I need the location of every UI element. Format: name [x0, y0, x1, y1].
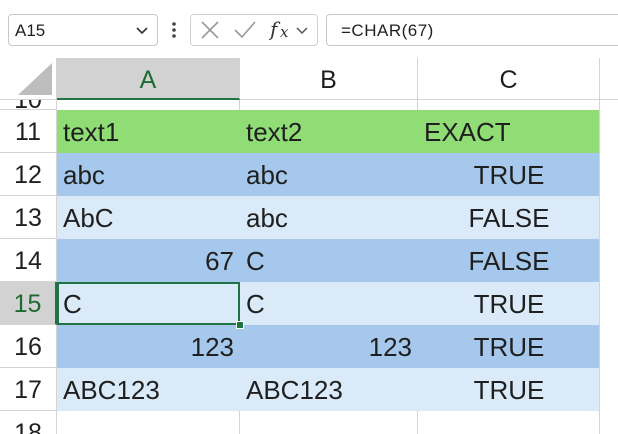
cell-a11[interactable]: text1: [63, 117, 120, 147]
name-box[interactable]: A15: [8, 14, 158, 46]
more-options-icon[interactable]: [168, 16, 180, 44]
row-header-18[interactable]: 18: [0, 411, 57, 434]
close-icon[interactable]: [199, 19, 221, 46]
cell-c16[interactable]: TRUE: [473, 332, 545, 362]
row-header-15[interactable]: 15: [0, 282, 57, 325]
cell-c13[interactable]: FALSE: [468, 203, 550, 233]
cell-a12[interactable]: abc: [63, 160, 105, 190]
gridline: [239, 411, 240, 434]
row-16-fill: [57, 325, 600, 368]
row-number: 10: [14, 100, 42, 109]
row-header-16[interactable]: 16: [0, 325, 57, 368]
formula-text: =CHAR(67): [341, 21, 434, 40]
cell-a15[interactable]: C: [63, 289, 82, 319]
row-11-fill: [57, 110, 600, 153]
cell-a17[interactable]: ABC123: [63, 375, 160, 405]
column-header-d[interactable]: [600, 58, 618, 100]
svg-text:x: x: [280, 23, 289, 41]
row-header-11[interactable]: 11: [0, 110, 57, 153]
check-icon[interactable]: [233, 19, 257, 46]
chevron-down-icon[interactable]: [295, 21, 309, 46]
cell-c14[interactable]: FALSE: [468, 246, 550, 276]
column-header-c[interactable]: C: [418, 58, 600, 100]
cell-b14[interactable]: C: [246, 246, 265, 276]
column-header-a[interactable]: A: [57, 58, 240, 100]
gridline: [239, 100, 240, 110]
fill-handle[interactable]: [236, 321, 244, 329]
active-cell-border: [57, 282, 240, 325]
cell-b11[interactable]: text2: [246, 117, 303, 147]
gridline: [599, 100, 600, 434]
row-15-fill: [57, 282, 600, 325]
formula-controls: f x: [190, 14, 318, 46]
cell-c15[interactable]: TRUE: [473, 289, 545, 319]
name-box-value: A15: [15, 21, 46, 40]
gridline: [417, 100, 418, 110]
formula-bar: A15 f x =CHAR(67): [0, 0, 618, 58]
formula-input[interactable]: =CHAR(67): [326, 14, 618, 46]
row-17-fill: [57, 368, 600, 411]
cell-a14[interactable]: 67: [205, 246, 234, 276]
cell-b13[interactable]: abc: [246, 203, 288, 233]
cell-b15[interactable]: C: [246, 289, 265, 319]
column-header-b[interactable]: B: [240, 58, 418, 100]
row-header-14[interactable]: 14: [0, 239, 57, 282]
cell-b16[interactable]: 123: [368, 332, 412, 362]
row-header-12[interactable]: 12: [0, 153, 57, 196]
row-header-17[interactable]: 17: [0, 368, 57, 411]
row-13-fill: [57, 196, 600, 239]
cell-b17[interactable]: ABC123: [246, 375, 343, 405]
cell-a16[interactable]: 123: [190, 332, 234, 362]
row-14-fill: [57, 239, 600, 282]
cell-b12[interactable]: abc: [246, 160, 288, 190]
chevron-down-icon[interactable]: [135, 21, 149, 46]
row-12-fill: [57, 153, 600, 196]
row-header-13[interactable]: 13: [0, 196, 57, 239]
cell-c17[interactable]: TRUE: [473, 375, 545, 405]
select-all-button[interactable]: [0, 58, 57, 100]
fx-icon[interactable]: f x: [268, 17, 295, 47]
gridline: [417, 411, 418, 434]
row-header-10[interactable]: 10: [0, 100, 57, 110]
cell-c12[interactable]: TRUE: [473, 160, 545, 190]
cell-a13[interactable]: AbC: [63, 203, 114, 233]
cell-c11[interactable]: EXACT: [424, 117, 511, 147]
